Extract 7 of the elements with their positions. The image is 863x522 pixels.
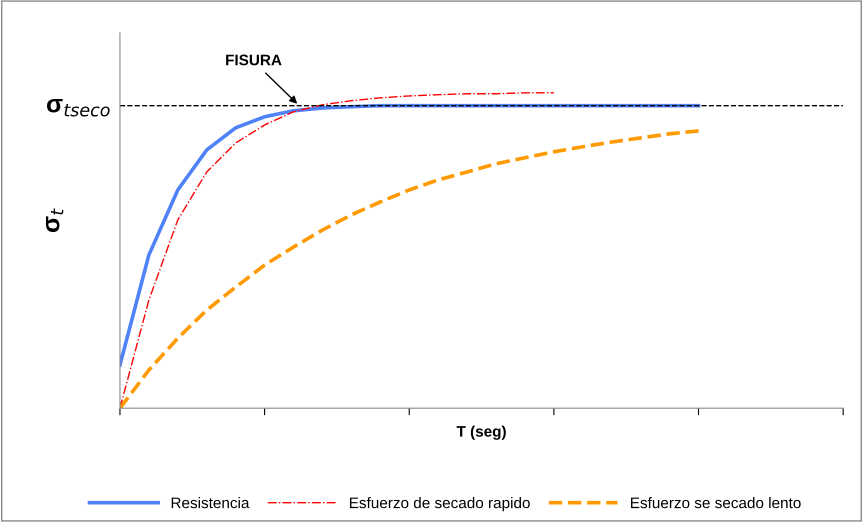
legend-label: Resistencia [172, 497, 250, 508]
legend-label: Esfuerzo de secado rapido [350, 497, 530, 512]
legend-label: Esfuerzo se secado lento [631, 497, 801, 508]
x-axis-title: T (seg) [456, 426, 506, 440]
y-axis-title: σ$_{t}$ [46, 208, 64, 232]
text: FISURA [226, 54, 282, 66]
ref-line-label: σ$_{tseco}$ [47, 98, 110, 117]
